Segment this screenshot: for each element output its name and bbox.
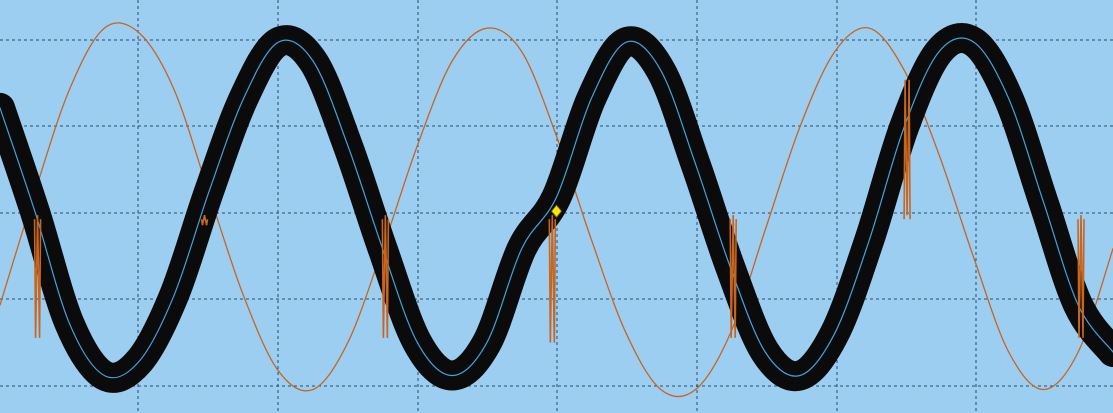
spike-artifact bbox=[200, 215, 209, 226]
trigger-marker[interactable] bbox=[550, 204, 563, 218]
markers bbox=[550, 204, 563, 218]
trace-blue bbox=[0, 37, 1113, 379]
spike-artifact bbox=[33, 215, 42, 338]
spike-artifact bbox=[381, 215, 390, 338]
traces bbox=[0, 22, 1113, 398]
spike-artifact bbox=[1077, 215, 1085, 338]
spike-artifact bbox=[548, 215, 557, 343]
spike-artifact bbox=[729, 215, 737, 338]
trace-orange bbox=[0, 22, 1113, 398]
spike-artifacts bbox=[33, 79, 1085, 343]
spike-artifact bbox=[903, 79, 911, 220]
